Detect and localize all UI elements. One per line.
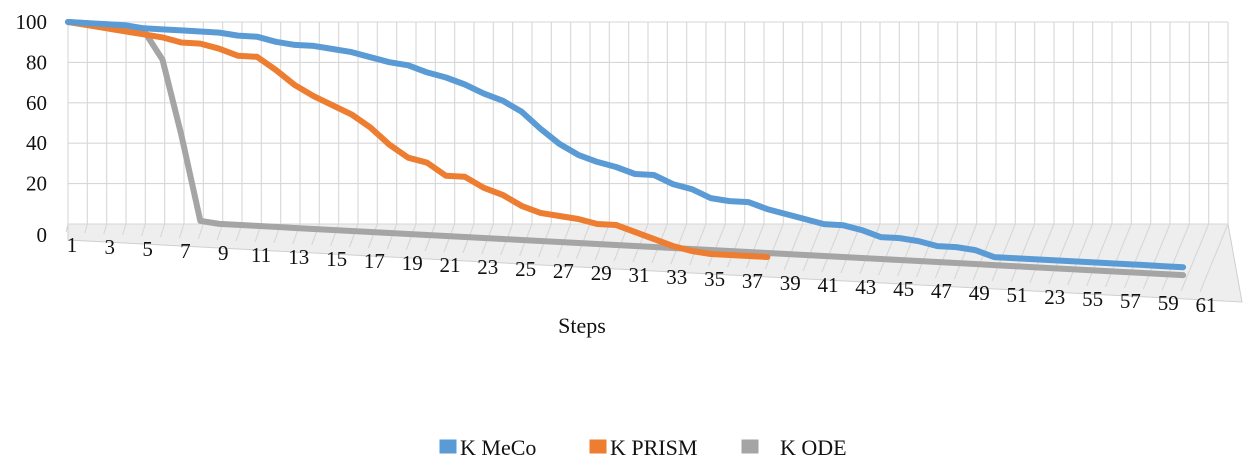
x-gridline-floor xyxy=(1067,223,1094,286)
x-gridline-floor xyxy=(386,223,398,250)
legend-swatch xyxy=(439,439,457,454)
y-axis-ticks: 0 20 40 60 80 100 xyxy=(16,10,48,247)
x-gridline-floor xyxy=(141,223,146,237)
x-gridline-floor xyxy=(1123,223,1152,289)
x-tick-label: 3 xyxy=(105,235,116,259)
x-tick-label: 37 xyxy=(742,269,763,293)
x-gridline-floor xyxy=(1048,223,1074,285)
legend-swatch xyxy=(741,439,759,454)
x-gridline-floor xyxy=(632,223,649,263)
x-tick-label: 35 xyxy=(704,267,725,291)
x-gridline-floor xyxy=(745,223,765,269)
x-tick-label: 19 xyxy=(402,251,423,275)
x-tick-label: 25 xyxy=(515,257,536,281)
x-tick-label: 1 xyxy=(67,233,78,257)
x-gridline-floor xyxy=(1010,223,1036,283)
x-tick-label: 49 xyxy=(969,281,990,305)
x-gridline-floor xyxy=(821,223,842,273)
x-tick-label: 57 xyxy=(1120,289,1141,313)
x-gridline-floor xyxy=(670,223,688,265)
x-gridline-floor xyxy=(991,223,1016,282)
x-gridline-floor xyxy=(348,223,359,248)
x-tick-label: 27 xyxy=(553,259,574,283)
x-tick-label: 5 xyxy=(142,237,153,261)
series-line-k-meco xyxy=(65,19,1187,271)
legend-label: K MeCo xyxy=(460,435,536,459)
x-gridline-floor xyxy=(726,223,746,268)
x-gridline-floor xyxy=(783,223,804,271)
y-tick-label: 100 xyxy=(16,10,48,34)
x-gridline-floor xyxy=(859,223,881,275)
x-gridline-floor xyxy=(1104,223,1132,288)
x-tick-label: 17 xyxy=(364,249,385,273)
x-gridline-floor xyxy=(934,223,958,279)
x-gridline-floor xyxy=(1142,223,1171,290)
x-gridline-floor xyxy=(689,223,707,266)
series-line-k-prism xyxy=(65,19,771,260)
legend-label: K ODE xyxy=(780,435,847,459)
x-tick-label: 61 xyxy=(1196,293,1217,317)
x-gridline-floor xyxy=(840,223,862,274)
y-tick-label: 20 xyxy=(26,172,47,196)
x-gridline-floor xyxy=(915,223,939,278)
y-tick-label: 80 xyxy=(26,50,47,74)
x-tick-label: 33 xyxy=(666,265,687,289)
y-tick-label: 40 xyxy=(26,131,47,155)
x-tick-label: 39 xyxy=(780,271,801,295)
x-tick-label: 21 xyxy=(440,253,461,277)
x-gridline-floor xyxy=(122,223,127,236)
x-gridline-floor xyxy=(1086,223,1113,287)
x-tick-label: 23 xyxy=(1044,285,1065,309)
x-tick-label: 43 xyxy=(855,275,876,299)
chart-series xyxy=(65,19,1187,279)
x-tick-label: 45 xyxy=(893,277,914,301)
x-axis-title: Steps xyxy=(558,313,606,338)
x-tick-label: 55 xyxy=(1082,287,1103,311)
x-tick-label: 15 xyxy=(326,247,347,271)
x-gridline-floor xyxy=(1029,223,1055,284)
x-gridline-floor xyxy=(367,223,378,249)
x-gridline-floor xyxy=(178,223,185,239)
x-gridline-floor xyxy=(897,223,920,277)
x-gridline-floor xyxy=(1161,223,1190,291)
x-tick-label: 29 xyxy=(591,261,612,285)
x-tick-label: 11 xyxy=(251,243,271,267)
series-line-k-ode xyxy=(65,19,1187,279)
y-tick-label: 60 xyxy=(26,91,47,115)
legend-label: K PRISM xyxy=(610,435,697,459)
x-tick-label: 23 xyxy=(477,255,498,279)
x-tick-label: 31 xyxy=(629,263,650,287)
x-gridline-floor xyxy=(197,223,204,240)
x-gridline-floor xyxy=(159,223,166,238)
x-tick-label: 51 xyxy=(1007,283,1028,307)
legend-swatch xyxy=(589,439,607,454)
chart-legend: K MeCo K PRISM K ODE xyxy=(439,435,847,459)
x-tick-label: 13 xyxy=(288,245,309,269)
x-gridline-floor xyxy=(1199,223,1229,293)
x-tick-label: 9 xyxy=(218,241,229,265)
x-tick-label: 47 xyxy=(931,279,952,303)
x-tick-label: 41 xyxy=(818,273,839,297)
x-gridline-floor xyxy=(1180,223,1210,292)
x-axis-ticks: 1 3 5 7 9 11 13 15 17 19 21 23 25 27 29 31 33 35 37 39 41 43 4… xyxy=(67,233,1217,317)
x-tick-label: 7 xyxy=(180,239,191,263)
x-gridline-floor xyxy=(708,223,726,267)
y-tick-label: 0 xyxy=(37,223,48,247)
chart-gridlines xyxy=(65,21,1229,293)
x-gridline-floor xyxy=(764,223,784,270)
x-tick-label: 59 xyxy=(1158,291,1179,315)
x-gridline-floor xyxy=(65,223,69,233)
x-gridline-floor xyxy=(802,223,823,272)
x-gridline-floor xyxy=(84,223,88,234)
x-gridline-floor xyxy=(878,223,900,276)
x-gridline-floor xyxy=(103,223,108,235)
